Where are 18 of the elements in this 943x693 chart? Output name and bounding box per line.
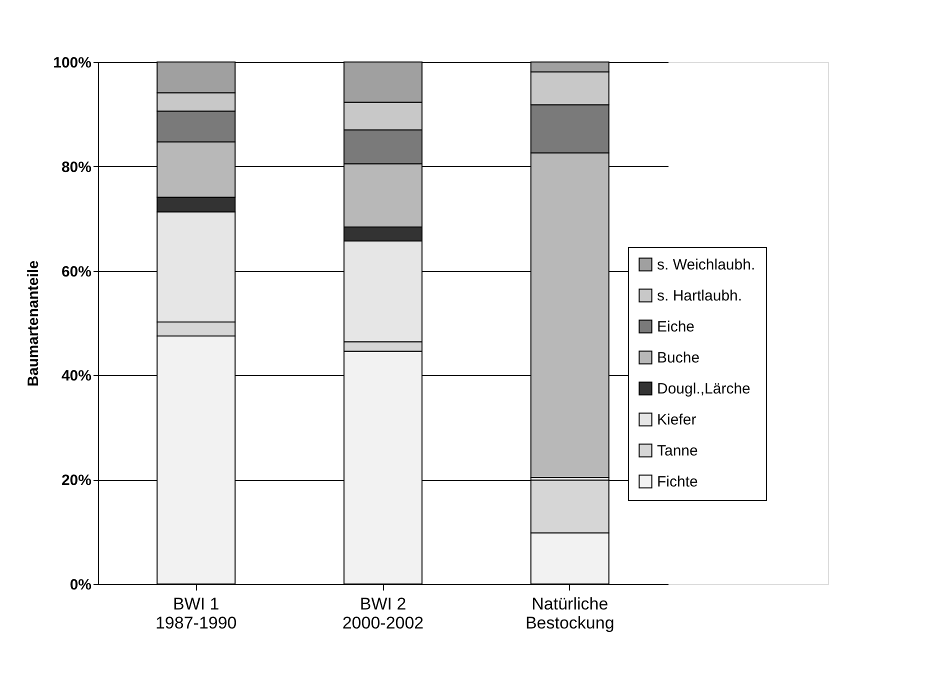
y-tick-label: 0%	[70, 576, 92, 594]
legend-label: Dougl.,Lärche	[657, 380, 750, 398]
legend-label: s. Weichlaubh.	[657, 256, 756, 274]
legend-label: Fichte	[657, 474, 698, 490]
x-tick-label: BWI 1 1987-1990	[155, 594, 237, 632]
x-tick-label: Natürliche Bestockung	[525, 594, 614, 632]
y-tick-label: 100%	[53, 54, 92, 72]
legend-label: Buche	[657, 350, 700, 366]
legend-label: Eiche	[657, 318, 695, 336]
x-tick-label: BWI 2 2000-2002	[342, 594, 424, 632]
legend-label: Tanne	[657, 442, 698, 460]
y-tick-label: 80%	[61, 158, 92, 176]
y-axis-title: Baumartenanteile	[25, 260, 42, 386]
y-tick-label: 40%	[61, 368, 92, 385]
legend-label: Kiefer	[657, 412, 696, 428]
y-tick-label: 20%	[61, 472, 92, 490]
y-tick-label: 60%	[61, 263, 92, 280]
legend-label: s. Hartlaubh.	[657, 288, 742, 304]
